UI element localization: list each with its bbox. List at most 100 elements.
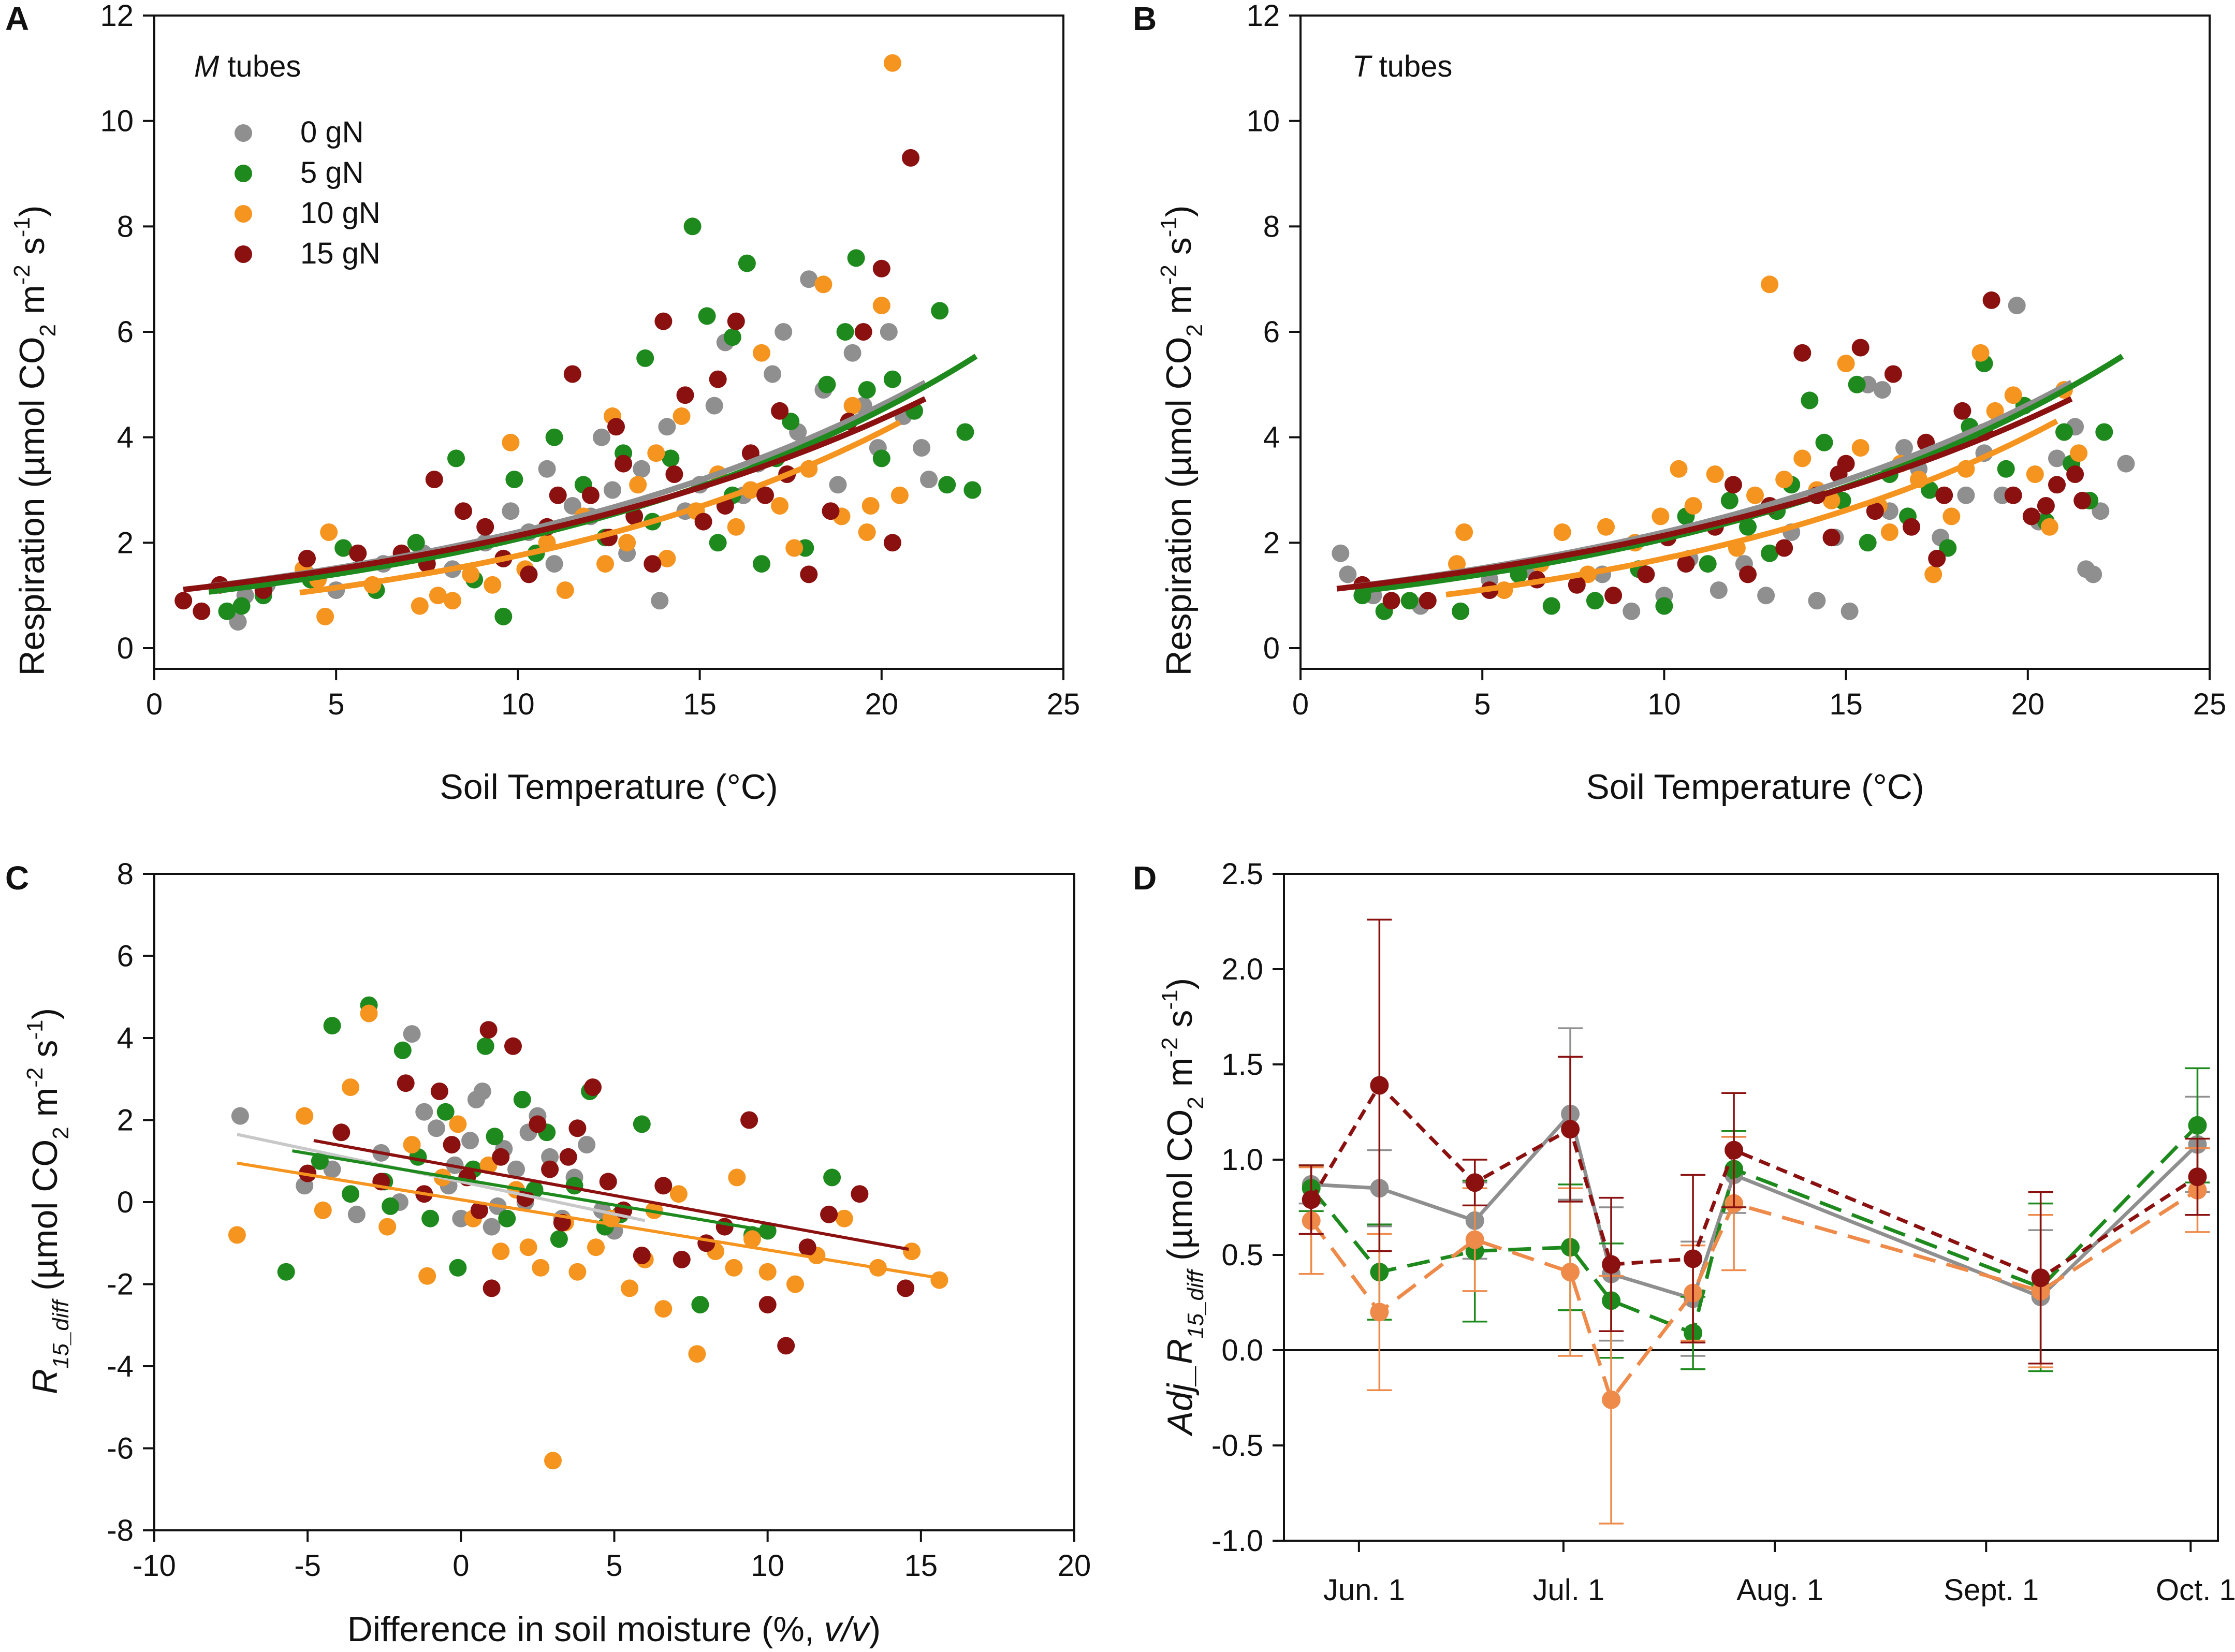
point-n10-36: [930, 1271, 948, 1289]
point-n5-17: [1815, 433, 1833, 451]
point-n10-28: [1971, 344, 1990, 362]
panel-b-axes: 0 5 10 15 20 25 0 2 4 6 8 10 12: [1246, 0, 2226, 721]
point-n10-12: [1706, 465, 1724, 483]
point-n10-21: [658, 549, 676, 567]
point-n10-1: [1448, 555, 1466, 573]
B-ylabel-part-7: ): [1159, 206, 1199, 217]
y-tick-label: -8: [107, 1514, 134, 1547]
x-tick-label: 20: [865, 688, 899, 721]
point-n15-11: [476, 518, 494, 536]
point-n15-21: [633, 1247, 651, 1264]
y-tick-label: -0.5: [1211, 1429, 1263, 1463]
point-n10-16: [532, 1259, 550, 1277]
series-line-n15: [1309, 1082, 2199, 1280]
point-n10-22: [621, 1279, 639, 1297]
point-n5-34: [883, 370, 901, 388]
panel-b-annotation: T tubes: [1352, 50, 1452, 83]
point-n5-16: [1801, 391, 1819, 410]
fit-line-n10: [237, 1161, 940, 1280]
point-n10-10: [449, 1115, 467, 1133]
point-n5-2: [232, 597, 251, 615]
point-n15-22: [1884, 365, 1902, 383]
y-tick-label: 6: [117, 315, 134, 349]
point-n10-5: [1553, 523, 1571, 541]
point-n15-25: [715, 1218, 734, 1236]
x-tick-label: 5: [1474, 688, 1491, 721]
point-n15-36: [883, 534, 901, 552]
panel-d-axes: Jun. 1 Jul. 1 Aug. 1 Sept. 1 Oct. 1 -1.0 -0.5 0…: [1211, 857, 2235, 1607]
marker-n15-9: [2188, 1167, 2207, 1187]
point-n10-4: [320, 523, 338, 541]
point-n15-22: [654, 1177, 673, 1195]
point-n5-11: [1699, 555, 1717, 573]
point-n15-7: [1604, 587, 1623, 605]
point-n15-8: [1637, 565, 1655, 583]
point-n0-39: [538, 460, 556, 478]
point-n15-9: [470, 1201, 488, 1219]
y-tick-label: 0.0: [1221, 1334, 1263, 1367]
A-ylabel-part-7: ): [12, 206, 52, 217]
point-n5-17: [636, 349, 654, 367]
point-n15-32: [2048, 476, 2066, 494]
panel-a: A 0 5 10 15 20 25 0 2 4 6 8 10 12 M tubes 0 gN 5 gN 10…: [5, 0, 1080, 807]
point-n5-1: [277, 1263, 295, 1281]
point-n10-32: [843, 397, 861, 415]
point-n0-23: [1957, 486, 1975, 504]
point-n15-33: [483, 1279, 501, 1297]
point-n15-21: [1866, 502, 1884, 520]
D-ylabel-part-2: 15_diff: [1183, 1268, 1208, 1339]
point-n5-33: [872, 449, 890, 467]
point-n10-3: [314, 1201, 332, 1219]
marker-n15-4: [1561, 1120, 1580, 1139]
x-tick-label: 0: [452, 1549, 469, 1583]
point-n15-25: [1935, 486, 1953, 504]
point-n5-36: [931, 302, 949, 320]
point-n10-3: [316, 607, 334, 625]
point-n5-10: [494, 607, 513, 625]
A-ylabel-part-4: -2: [9, 265, 35, 285]
point-n15-17: [581, 486, 600, 504]
y-tick-label: 8: [117, 210, 134, 243]
panel-a-data: [174, 54, 982, 631]
point-n5-31: [847, 249, 865, 267]
point-n0-38: [920, 471, 938, 489]
point-n10-2: [1455, 523, 1473, 541]
point-n10-17: [544, 1452, 562, 1470]
panel-b-frame: [1299, 14, 2211, 670]
point-n15-31: [800, 565, 818, 583]
point-n0-7: [403, 1025, 421, 1043]
B-ylabel-part-3: m: [1159, 285, 1199, 324]
x-tick-label: 5: [606, 1549, 622, 1583]
point-n10-4: [342, 1078, 360, 1097]
point-n0-10: [502, 502, 520, 520]
point-n15-4: [397, 1074, 415, 1092]
A-ylabel-part-2: 2: [35, 324, 61, 337]
panel-c-xlabel-part-2: v/v: [824, 1610, 871, 1649]
point-n10-29: [1986, 402, 2004, 420]
point-n15-24: [676, 386, 694, 404]
point-n0-34: [1873, 381, 1891, 399]
point-n5-13: [1739, 518, 1757, 536]
point-n5-11: [505, 471, 523, 489]
point-n15-19: [607, 418, 625, 436]
point-n5-27: [782, 413, 800, 431]
series-line-n10: [1309, 1188, 2199, 1404]
point-n5-3: [323, 1017, 341, 1035]
point-n15-23: [1903, 518, 1920, 536]
x-tick-label: 10: [501, 688, 535, 721]
legend-marker-n15: [235, 245, 252, 263]
panel-a-frame: [153, 14, 1064, 670]
y-tick-label: 2: [117, 526, 134, 560]
point-n0-1: [229, 613, 247, 631]
panel-d-letter: D: [1133, 859, 1157, 897]
legend-label-n0: 0 gN: [300, 115, 364, 149]
point-n10-17: [1793, 449, 1812, 467]
point-n10-34: [2070, 444, 2088, 462]
point-n15-22: [654, 312, 673, 330]
point-n15-28: [1982, 291, 2000, 309]
fit-line-n15: [313, 1139, 909, 1251]
B-ylabel-part-2: 2: [1182, 324, 1207, 337]
point-n0-20: [1895, 439, 1913, 457]
point-n5-19: [662, 449, 680, 467]
point-n0-25: [467, 1090, 485, 1108]
